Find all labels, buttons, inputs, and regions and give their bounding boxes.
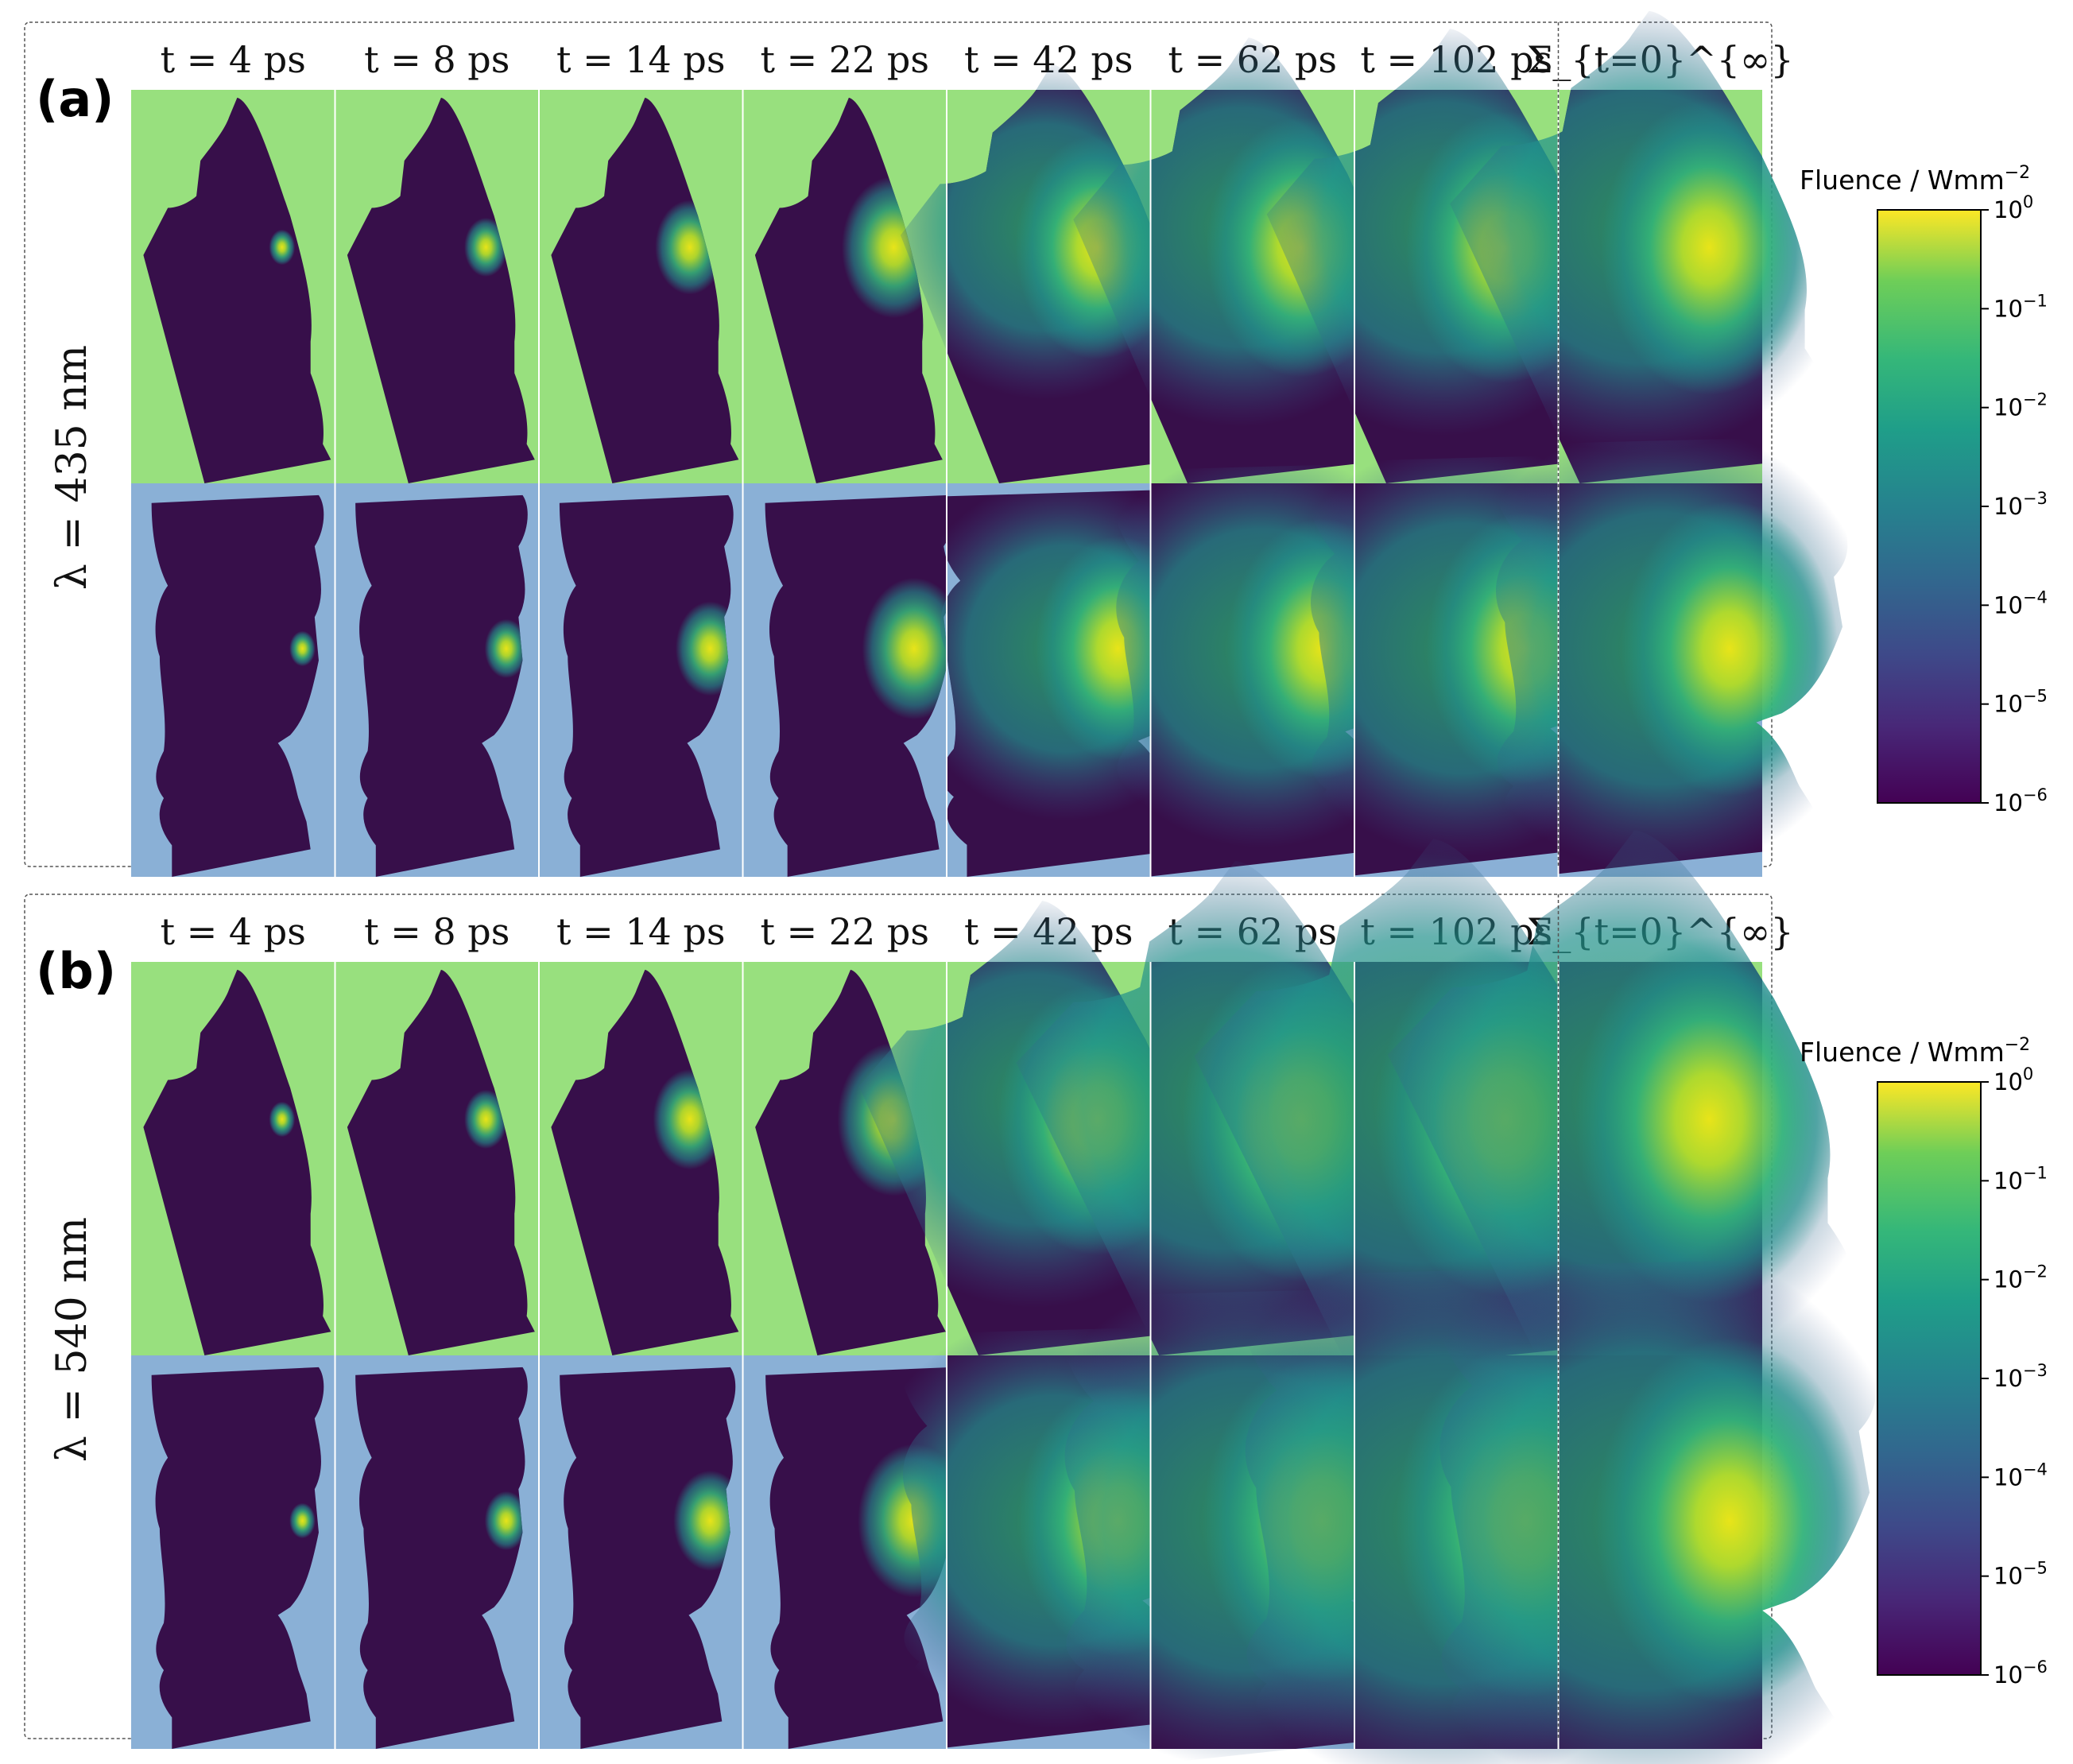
time-label: t = 8 ps <box>364 38 510 81</box>
tissue-shape <box>355 494 528 877</box>
tissue-region <box>151 1367 324 1749</box>
fluence-spot <box>862 577 954 720</box>
tissue-region <box>355 494 528 877</box>
wavelength-label: λ = 540 nm <box>48 1217 96 1462</box>
colorbar-title: Fluence / Wmm−2 <box>1800 163 2030 196</box>
colorbar-gradient <box>1877 209 1982 804</box>
fluence-spot <box>269 1101 296 1138</box>
colorbar-tick-label: 100 <box>1994 1064 2033 1095</box>
wavelength-label: λ = 435 nm <box>48 345 96 590</box>
fluence-spot <box>464 1089 508 1150</box>
tissue-shape <box>560 1367 736 1749</box>
colorbar-tick-label: 100 <box>1994 192 2033 223</box>
colorbar-tick-label: 10−1 <box>1994 1163 2048 1194</box>
colorbar-tick-label: 10−3 <box>1994 1361 2048 1392</box>
colorbar-gradient <box>1877 1081 1982 1676</box>
panel-a: (a) λ = 435 nm t = 4 ps t = 8 ps t = 14 ps t … <box>24 10 1854 877</box>
fluence-spot <box>484 618 528 679</box>
fluence-spot <box>1601 99 1818 395</box>
fluence-spot <box>289 1502 316 1539</box>
colorbar-tick-label: 10−6 <box>1994 1657 2048 1688</box>
time-label: t = 14 ps <box>556 910 725 953</box>
tissue-shape <box>151 1367 324 1749</box>
time-label: t = 4 ps <box>161 38 306 81</box>
fluence-spot <box>1595 1337 1864 1704</box>
colorbar-tick-label: 10−1 <box>1994 291 2048 322</box>
time-label: t = 22 ps <box>761 38 929 81</box>
tissue-shape <box>559 494 734 877</box>
tissue-shape <box>1487 436 1854 877</box>
tissue-shape <box>151 494 324 877</box>
tissue-shape <box>1429 1257 1883 1764</box>
tissue-shape <box>765 494 954 877</box>
time-label: t = 22 ps <box>761 910 929 953</box>
fluence-spot <box>1621 501 1839 797</box>
panel-label: (b) <box>36 942 116 1000</box>
colorbar-tick-label: 10−5 <box>1994 687 2048 718</box>
colorbar-tick-label: 10−3 <box>1994 489 2048 520</box>
fluence-spot <box>269 229 296 266</box>
colorbar-title: Fluence / Wmm−2 <box>1800 1035 2030 1068</box>
colorbar-tick-label: 10−6 <box>1994 785 2048 816</box>
time-label: t = 8 ps <box>364 910 510 953</box>
fluence-spot <box>484 1491 528 1551</box>
colorbar-tick-label: 10−4 <box>1994 1460 2048 1491</box>
time-label: t = 14 ps <box>556 38 725 81</box>
tissue-shape <box>1450 10 1849 483</box>
panel-label: (a) <box>36 70 114 128</box>
time-label: t = 4 ps <box>161 910 306 953</box>
fluence-spot <box>289 630 316 667</box>
tissue-shape <box>355 1367 528 1749</box>
fluence-spot <box>464 217 508 277</box>
colorbar-tick-label: 10−4 <box>1994 587 2048 618</box>
panel-b: (b) λ = 540 nm t = 4 ps t = 8 ps t = 14 ps t … <box>24 830 1883 1764</box>
fluence-spot <box>1575 936 1844 1303</box>
panels-layer: (a) λ = 435 nm t = 4 ps t = 8 ps t = 14 ps t … <box>24 10 1883 1764</box>
tissue-region <box>151 494 324 877</box>
colorbar-tick-label: 10−5 <box>1994 1559 2048 1590</box>
colorbar-tick-label: 10−2 <box>1994 390 2048 421</box>
colorbar-tick-label: 10−2 <box>1994 1262 2048 1293</box>
tissue-region <box>355 1367 528 1749</box>
